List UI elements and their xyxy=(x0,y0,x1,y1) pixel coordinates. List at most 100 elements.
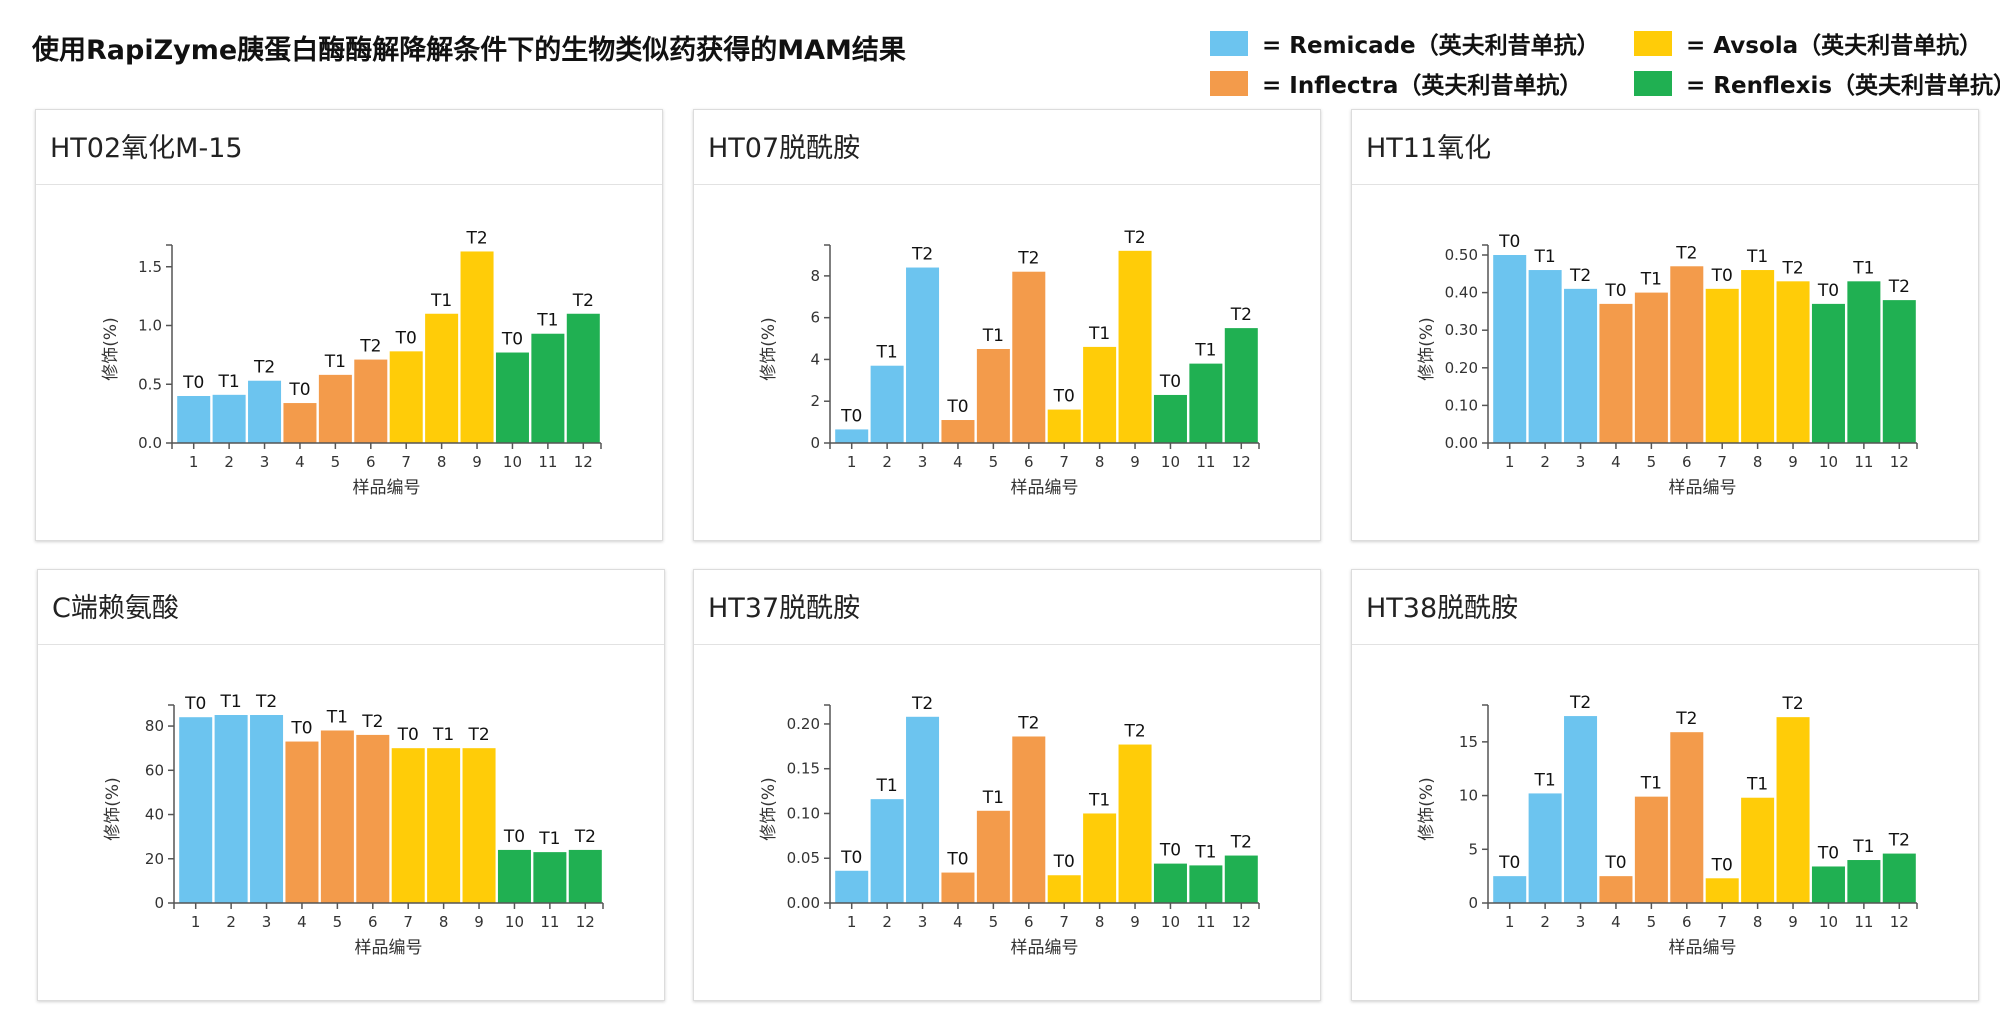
panel-header: HT11氧化 xyxy=(1352,110,1978,185)
y-tick-label: 6 xyxy=(810,309,820,327)
y-tick-label: 8 xyxy=(810,267,820,285)
x-tick-label: 3 xyxy=(918,913,928,931)
y-tick-label: 0.05 xyxy=(787,849,820,867)
bar xyxy=(835,429,869,443)
data-label: T2 xyxy=(467,725,489,745)
data-label: T2 xyxy=(255,692,277,712)
data-label: T0 xyxy=(1711,855,1733,875)
legend-item-avsola: = Avsola（英夫利昔单抗） xyxy=(1634,26,1982,60)
x-tick-label: 7 xyxy=(403,913,413,931)
bar xyxy=(533,852,567,903)
data-label: T2 xyxy=(1123,228,1145,248)
y-tick-label: 0 xyxy=(810,434,820,452)
y-tick-label: 0.30 xyxy=(1445,321,1478,339)
legend-label: = Inflectra（英夫利昔单抗） xyxy=(1262,73,1583,99)
x-tick-label: 9 xyxy=(474,913,484,931)
bar xyxy=(870,365,904,443)
bar xyxy=(356,734,390,903)
x-tick-label: 9 xyxy=(1788,453,1798,471)
x-tick-label: 11 xyxy=(538,453,557,471)
bar xyxy=(1741,797,1775,903)
y-tick-label: 0.0 xyxy=(138,434,162,452)
x-tick-label: 5 xyxy=(1647,913,1657,931)
data-label: T1 xyxy=(1194,341,1216,361)
bar xyxy=(1599,876,1633,903)
data-label: T1 xyxy=(536,311,558,331)
x-tick-label: 12 xyxy=(1890,453,1909,471)
data-label: T0 xyxy=(1498,232,1520,252)
x-tick-label: 10 xyxy=(1819,913,1838,931)
legend-item-inflectra: = Inflectra（英夫利昔单抗） xyxy=(1210,66,1582,100)
data-label: T1 xyxy=(1852,837,1874,857)
x-tick-label: 9 xyxy=(1130,913,1140,931)
data-label: T0 xyxy=(1711,266,1733,286)
y-tick-label: 10 xyxy=(1459,787,1478,805)
legend: = Remicade（英夫利昔单抗） = Avsola（英夫利昔单抗） = In… xyxy=(1210,26,2000,102)
data-label: T0 xyxy=(397,725,419,745)
x-tick-label: 8 xyxy=(1753,453,1763,471)
x-tick-label: 12 xyxy=(1890,913,1909,931)
data-label: T1 xyxy=(1852,258,1874,278)
x-tick-label: 10 xyxy=(1161,453,1180,471)
chart-panel-ht02: HT02氧化M-15 T0 T1 T2 T0 T1 T2 T0 T1 T2 T0 T1 T2 0.0 0.… xyxy=(35,109,663,541)
y-tick-label: 0.10 xyxy=(787,804,820,822)
y-axis-label: 修饰(%) xyxy=(1417,317,1437,380)
data-label: T1 xyxy=(1746,247,1768,267)
bar xyxy=(1670,266,1704,443)
x-tick-label: 2 xyxy=(226,913,236,931)
bar xyxy=(1493,255,1527,443)
x-tick-label: 7 xyxy=(1059,453,1069,471)
y-tick-label: 0 xyxy=(1468,894,1478,912)
bar xyxy=(1776,281,1810,443)
bar xyxy=(1118,250,1152,443)
bar xyxy=(976,810,1010,903)
data-label: T0 xyxy=(182,373,204,393)
data-label: T2 xyxy=(1569,266,1591,286)
data-label: T2 xyxy=(911,694,933,714)
data-label: T0 xyxy=(1053,387,1075,407)
y-tick-label: 0.5 xyxy=(138,375,162,393)
y-tick-label: 4 xyxy=(810,350,820,368)
legend-swatch xyxy=(1634,30,1672,56)
data-label: T2 xyxy=(253,358,275,378)
bar-chart-ht11: T0 T1 T2 T0 T1 T2 T0 T1 T2 T0 T1 T2 0.00 0.10 0.20 0.30… xyxy=(1417,232,1918,498)
x-tick-label: 3 xyxy=(1576,453,1586,471)
data-label: T2 xyxy=(465,228,487,248)
x-tick-label: 3 xyxy=(918,453,928,471)
data-label: T1 xyxy=(1088,790,1110,810)
y-tick-label: 20 xyxy=(145,850,164,868)
x-tick-label: 7 xyxy=(401,453,411,471)
data-label: T0 xyxy=(503,827,525,847)
x-tick-label: 2 xyxy=(882,453,892,471)
x-tick-label: 12 xyxy=(574,453,593,471)
panel-title: HT11氧化 xyxy=(1366,133,1492,164)
x-tick-label: 7 xyxy=(1717,453,1727,471)
data-label: T0 xyxy=(840,406,862,426)
bar xyxy=(1882,853,1916,903)
panel-title: HT02氧化M-15 xyxy=(50,133,243,164)
bar xyxy=(1741,270,1775,443)
x-tick-label: 9 xyxy=(472,453,482,471)
data-label: T2 xyxy=(911,245,933,265)
bar xyxy=(1224,328,1258,443)
panel-header: HT02氧化M-15 xyxy=(36,110,662,185)
x-tick-label: 2 xyxy=(1540,913,1550,931)
page-title: 使用RapiZyme胰蛋白酶酶解降解条件下的生物类似药获得的MAM结果 xyxy=(32,35,906,66)
x-tick-label: 4 xyxy=(295,453,305,471)
bar xyxy=(495,352,529,443)
y-tick-label: 60 xyxy=(145,761,164,779)
x-tick-label: 8 xyxy=(1095,453,1105,471)
bar xyxy=(1118,744,1152,903)
data-label: T1 xyxy=(324,352,346,372)
bar xyxy=(391,748,425,903)
data-label: T2 xyxy=(1569,693,1591,713)
legend-swatch xyxy=(1210,30,1248,56)
y-tick-label: 1.0 xyxy=(138,317,162,335)
bar xyxy=(1189,363,1223,443)
y-axis-label: 修饰(%) xyxy=(759,317,779,380)
bar xyxy=(1528,270,1562,443)
bar xyxy=(1599,303,1633,443)
x-tick-label: 9 xyxy=(1130,453,1140,471)
legend-label: = Remicade（英夫利昔单抗） xyxy=(1262,33,1600,59)
bar xyxy=(1083,346,1117,443)
